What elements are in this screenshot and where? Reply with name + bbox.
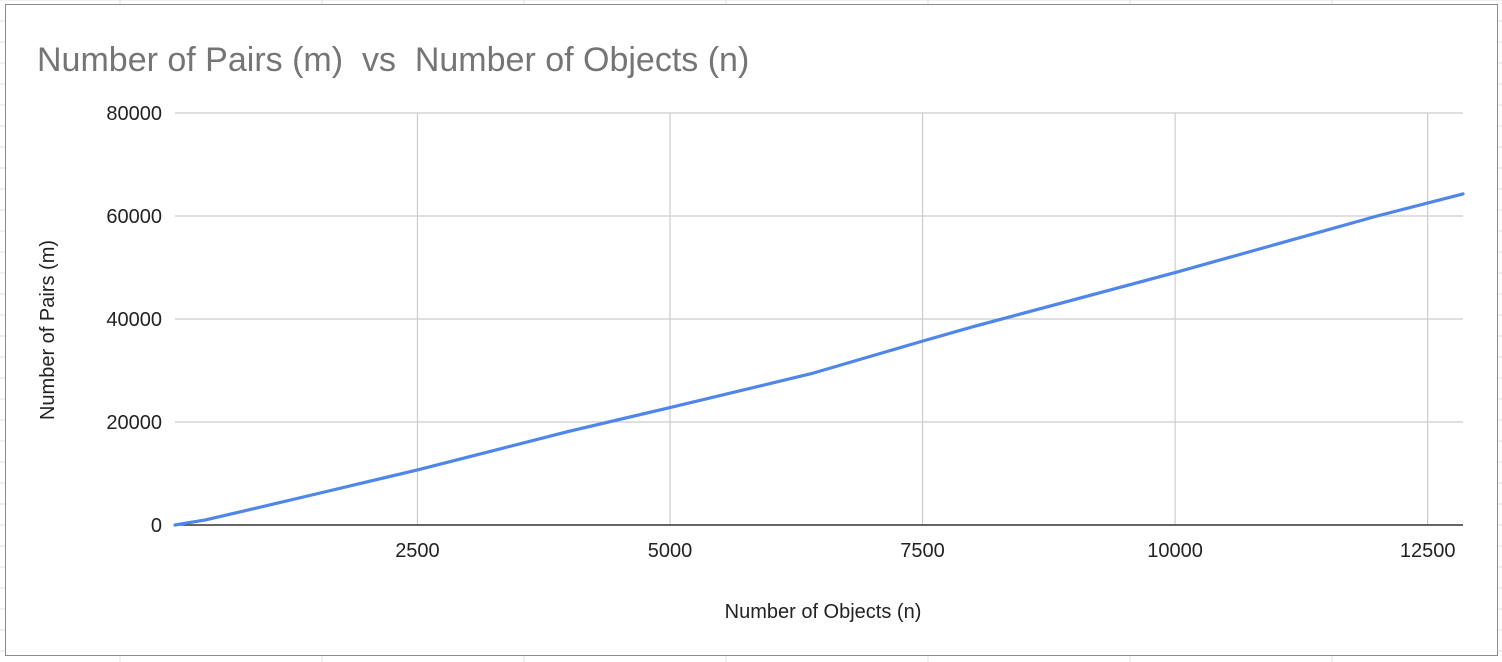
y-axis-title: Number of Pairs (m): [37, 240, 59, 420]
y-tick-label: 20000: [106, 412, 162, 434]
x-tick-label: 2500: [395, 540, 440, 562]
x-tick-label: 12500: [1400, 540, 1456, 562]
series-line: [173, 192, 1465, 527]
y-tick-label: 40000: [106, 309, 162, 331]
y-tick-label: 80000: [106, 103, 162, 125]
x-tick-label: 5000: [648, 540, 693, 562]
y-tick-label: 0: [151, 515, 162, 537]
y-tick-label: 60000: [106, 206, 162, 228]
x-tick-label: 10000: [1147, 540, 1203, 562]
y-axis-tick-labels: 0 20000 40000 60000 80000: [106, 103, 162, 537]
chart-title: Number of Pairs (m) vs Number of Objects…: [37, 41, 749, 79]
series-group: [173, 192, 1465, 527]
x-axis-tick-labels: 2500 5000 7500 10000 12500: [395, 540, 1455, 562]
x-tick-label: 7500: [900, 540, 945, 562]
x-axis-title: Number of Objects (n): [725, 601, 922, 623]
chart-gridlines: [175, 112, 1463, 525]
